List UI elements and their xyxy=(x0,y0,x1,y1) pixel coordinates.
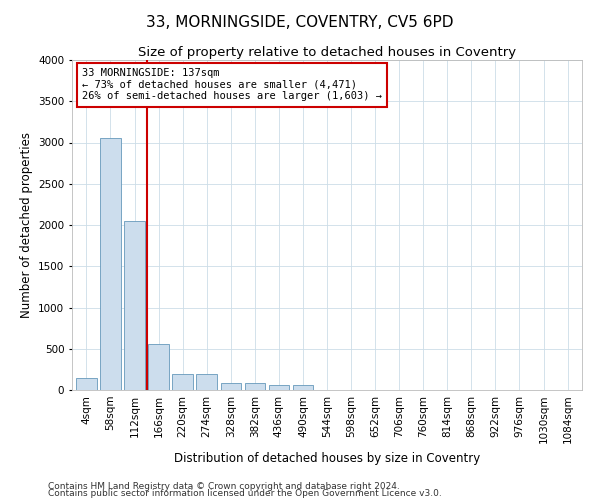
Title: Size of property relative to detached houses in Coventry: Size of property relative to detached ho… xyxy=(138,46,516,59)
Bar xyxy=(245,384,265,390)
Text: Contains public sector information licensed under the Open Government Licence v3: Contains public sector information licen… xyxy=(48,489,442,498)
Text: 33 MORNINGSIDE: 137sqm
← 73% of detached houses are smaller (4,471)
26% of semi-: 33 MORNINGSIDE: 137sqm ← 73% of detached… xyxy=(82,68,382,102)
X-axis label: Distribution of detached houses by size in Coventry: Distribution of detached houses by size … xyxy=(174,452,480,465)
Bar xyxy=(100,138,121,390)
Bar xyxy=(148,344,169,390)
Text: Contains HM Land Registry data © Crown copyright and database right 2024.: Contains HM Land Registry data © Crown c… xyxy=(48,482,400,491)
Y-axis label: Number of detached properties: Number of detached properties xyxy=(20,132,32,318)
Bar xyxy=(172,374,193,390)
Bar xyxy=(124,221,145,390)
Bar xyxy=(221,384,241,390)
Bar xyxy=(293,385,313,390)
Text: 33, MORNINGSIDE, COVENTRY, CV5 6PD: 33, MORNINGSIDE, COVENTRY, CV5 6PD xyxy=(146,15,454,30)
Bar xyxy=(196,374,217,390)
Bar xyxy=(269,385,289,390)
Bar xyxy=(76,378,97,390)
